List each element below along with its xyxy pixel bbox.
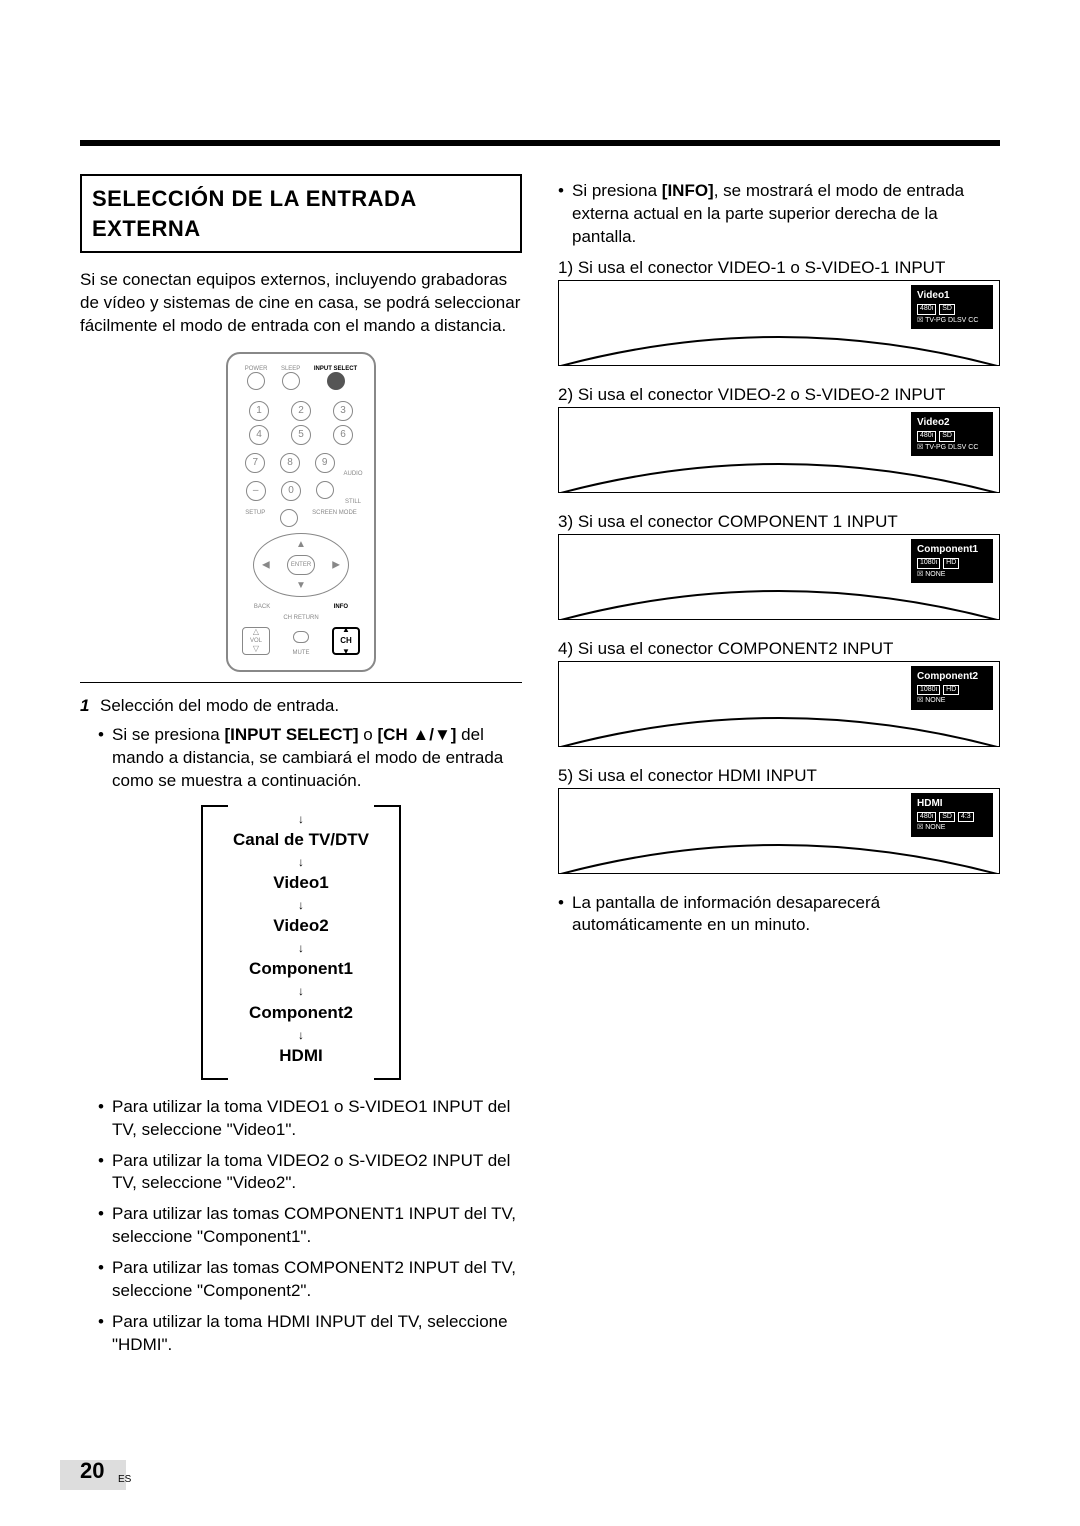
remote-diagram: POWER SLEEP INPUT SELECT 123 456 789AUDI… (80, 352, 522, 672)
step-1: 1 Selección del modo de entrada. (80, 695, 522, 718)
note-comp2: Para utilizar las tomas COMPONENT2 INPUT… (98, 1257, 522, 1303)
screen-label-2: 3) Si usa el conector COMPONENT 1 INPUT (558, 511, 1000, 534)
info-bullet: Si presiona [INFO], se mostrará el modo … (558, 180, 1000, 249)
osd-1: Video2 480iSD ☒ TV-PG DLSV CC (911, 412, 993, 456)
content-columns: SELECCIÓN DE LA ENTRADA EXTERNA Si se co… (80, 174, 1000, 1365)
screen-4: HDMI 480iSD4:3 ☒ NONE (558, 788, 1000, 874)
enter-btn: ENTER (287, 555, 315, 575)
screen-label-0: 1) Si usa el conector VIDEO-1 o S-VIDEO-… (558, 257, 1000, 280)
still-btn (280, 509, 298, 527)
num-2: 2 (291, 401, 311, 421)
step-number: 1 (80, 695, 100, 718)
label-info: INFO (334, 603, 348, 611)
separator (80, 682, 522, 683)
note-hdmi: Para utilizar la toma HDMI INPUT del TV,… (98, 1311, 522, 1357)
screen-3: Component2 1080iHD ☒ NONE (558, 661, 1000, 747)
screen-0: Video1 480iSD ☒ TV-PG DLSV CC (558, 280, 1000, 366)
vol-rocker: △VOL▽ (242, 627, 270, 655)
input-notes: Para utilizar la toma VIDEO1 o S-VIDEO1 … (80, 1096, 522, 1357)
num-0: 0 (281, 481, 301, 501)
info-footer: La pantalla de información desaparecerá … (558, 892, 1000, 938)
screen-label-3: 4) Si usa el conector COMPONENT2 INPUT (558, 638, 1000, 661)
label-back: BACK (254, 603, 270, 611)
left-column: SELECCIÓN DE LA ENTRADA EXTERNA Si se co… (80, 174, 522, 1365)
screen-label-1: 2) Si usa el conector VIDEO-2 o S-VIDEO-… (558, 384, 1000, 407)
label-setup: SETUP (245, 509, 265, 527)
num-4: 4 (249, 425, 269, 445)
sleep-btn (282, 372, 300, 390)
dpad: ▲▼◀▶ ENTER (253, 533, 349, 597)
osd-0: Video1 480iSD ☒ TV-PG DLSV CC (911, 285, 993, 329)
step-text: Selección del modo de entrada. (100, 695, 339, 718)
cycle-video2: Video2 (203, 915, 399, 938)
label-screen-mode: SCREEN MODE (312, 509, 357, 527)
audio-btn (316, 481, 334, 499)
top-rule (80, 140, 1000, 146)
right-column: Si presiona [INFO], se mostrará el modo … (558, 174, 1000, 1365)
label-ch-return: CH RETURN (238, 615, 364, 621)
power-btn (247, 372, 265, 390)
num-9: 9 (315, 453, 335, 473)
cycle-video1: Video1 (203, 872, 399, 895)
num-dash: – (246, 481, 266, 501)
screen-1: Video2 480iSD ☒ TV-PG DLSV CC (558, 407, 1000, 493)
num-3: 3 (333, 401, 353, 421)
intro-text: Si se conectan equipos externos, incluye… (80, 269, 522, 338)
note-video2: Para utilizar la toma VIDEO2 o S-VIDEO2 … (98, 1150, 522, 1196)
osd-4: HDMI 480iSD4:3 ☒ NONE (911, 793, 993, 837)
num-1: 1 (249, 401, 269, 421)
page-lang: ES (118, 1473, 131, 1487)
screen-label-4: 5) Si usa el conector HDMI INPUT (558, 765, 1000, 788)
label-mute: MUTE (293, 650, 310, 656)
num-5: 5 (291, 425, 311, 445)
section-title: SELECCIÓN DE LA ENTRADA EXTERNA (80, 174, 522, 253)
label-still: STILL (342, 499, 364, 505)
ch-rocker: ▲CH▼ (332, 627, 360, 655)
cycle-comp2: Component2 (203, 1002, 399, 1025)
input-cycle-diagram: ↓ Canal de TV/DTV ↓ Video1 ↓ Video2 ↓ Co… (201, 805, 401, 1080)
cycle-comp1: Component1 (203, 958, 399, 981)
mute-btn (293, 631, 309, 643)
label-audio: AUDIO (342, 471, 364, 477)
input-select-btn (327, 372, 345, 390)
osd-2: Component1 1080iHD ☒ NONE (911, 539, 993, 583)
screen-2: Component1 1080iHD ☒ NONE (558, 534, 1000, 620)
note-comp1: Para utilizar las tomas COMPONENT1 INPUT… (98, 1203, 522, 1249)
osd-3: Component2 1080iHD ☒ NONE (911, 666, 993, 710)
bullet-input-select: Si se presiona [INPUT SELECT] o [CH ▲/▼]… (98, 724, 522, 793)
cycle-hdmi: HDMI (203, 1045, 399, 1068)
note-video1: Para utilizar la toma VIDEO1 o S-VIDEO1 … (98, 1096, 522, 1142)
num-6: 6 (333, 425, 353, 445)
cycle-tv: Canal de TV/DTV (203, 829, 399, 852)
page-number: 20 (80, 1456, 104, 1486)
num-7: 7 (245, 453, 265, 473)
num-8: 8 (280, 453, 300, 473)
